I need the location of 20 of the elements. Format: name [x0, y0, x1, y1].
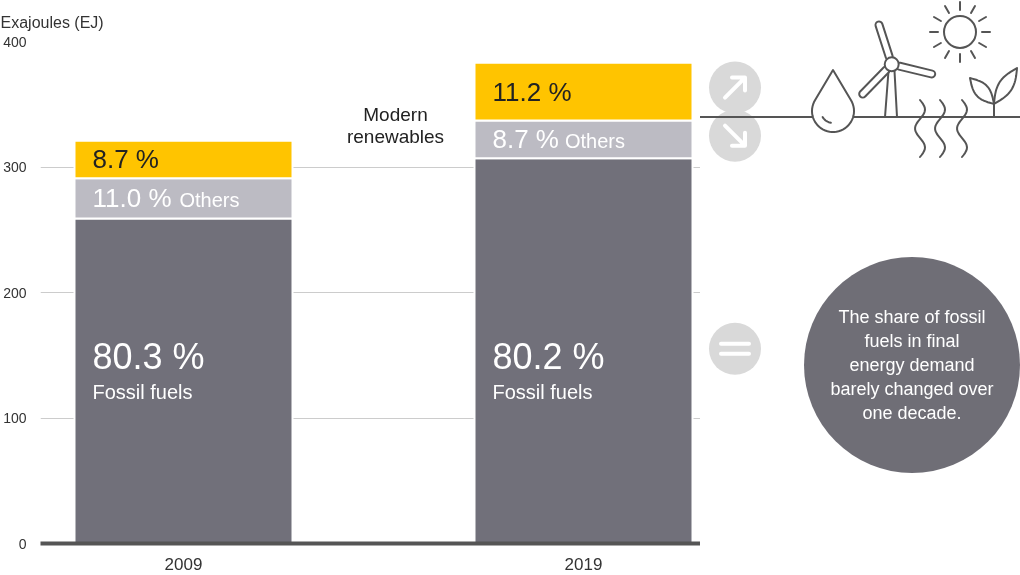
- y-tick-label: 300: [3, 159, 27, 175]
- annotation: 11.2 %: [492, 76, 572, 107]
- annotation: 8.7 %: [92, 144, 159, 175]
- annotation: 80.2 %: [492, 336, 605, 378]
- annotation: 80.3 %: [92, 336, 205, 378]
- y-tick-label: 400: [3, 33, 27, 50]
- text: The share of fossil fuels in final energy demand barely changed over one decade.: [830, 307, 994, 423]
- text: Fossil fuels: [492, 380, 593, 403]
- series-label: Others: [564, 130, 626, 153]
- text: Others: [179, 189, 240, 212]
- annotation: 8.7 %: [492, 124, 559, 155]
- x-tick-label: 2019: [564, 554, 603, 574]
- y-axis-title: Exajoules (EJ): [0, 13, 104, 31]
- x-tick-label: 2009: [164, 554, 203, 574]
- annotation: 11.0 %: [92, 183, 172, 214]
- y-tick-label: 100: [3, 410, 27, 426]
- series-label: Fossil fuels: [92, 380, 193, 403]
- series-label: Modern renewables: [346, 104, 445, 148]
- y-tick-label: 200: [3, 284, 27, 301]
- y-tick-label: 0: [18, 535, 27, 552]
